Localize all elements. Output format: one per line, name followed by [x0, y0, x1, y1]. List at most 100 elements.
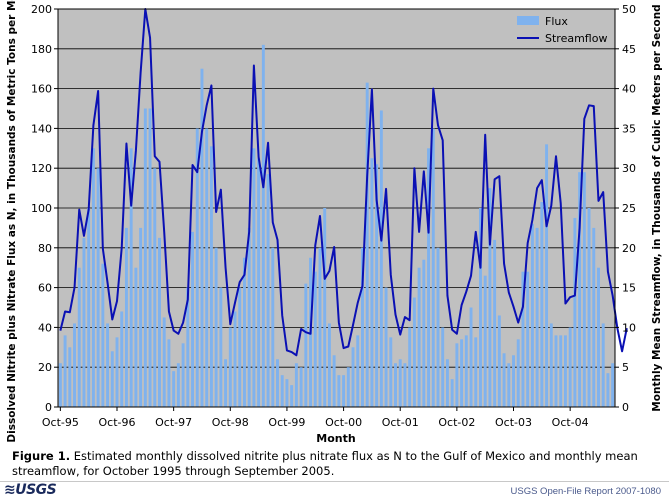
- y-tick-label-right: 15: [622, 282, 636, 295]
- y-tick-label-left: 60: [38, 282, 52, 295]
- flux-bar: [285, 379, 289, 407]
- flux-bar: [290, 385, 294, 407]
- flux-bar: [73, 323, 76, 407]
- y-tick-label-right: 30: [622, 162, 636, 175]
- flux-bar: [219, 287, 223, 407]
- flux-bar: [299, 367, 303, 407]
- flux-bar: [530, 223, 534, 407]
- flux-bar: [209, 146, 213, 407]
- flux-bar: [342, 375, 346, 407]
- flux-bar: [115, 337, 119, 407]
- plot-border: [57, 8, 616, 408]
- x-tick-label: Oct-96: [99, 416, 136, 429]
- flux-bar: [238, 287, 242, 407]
- y-tick-label-left: 80: [38, 242, 52, 255]
- flux-bar: [549, 323, 553, 407]
- flux-bar: [356, 335, 360, 407]
- flux-bar: [172, 371, 176, 407]
- flux-bar: [578, 172, 582, 407]
- caption-label: Figure 1.: [12, 449, 71, 463]
- flux-bar: [563, 335, 567, 407]
- flux-bar: [445, 359, 449, 407]
- flux-bar: [412, 297, 416, 407]
- flux-bar: [384, 287, 388, 407]
- y-tick-label-left: 0: [45, 401, 52, 414]
- flux-bar: [91, 148, 95, 408]
- flux-bar: [124, 227, 128, 407]
- flux-bar: [106, 323, 110, 407]
- flux-bar: [431, 128, 435, 407]
- flux-bars: [58, 44, 615, 408]
- flux-bar: [516, 339, 520, 407]
- y-tick-label-right: 25: [622, 202, 636, 215]
- flux-bar: [58, 363, 62, 407]
- flux-bar: [294, 363, 298, 407]
- y-ticks-right: 0 5 10 15 20 25 30 35 40 45 50: [615, 3, 636, 414]
- y-tick-label-right: 20: [622, 242, 636, 255]
- flux-bar: [153, 168, 157, 407]
- flux-bar: [139, 227, 143, 407]
- flux-bar: [502, 353, 506, 407]
- flux-bar: [545, 144, 549, 407]
- y-tick-label-right: 35: [622, 122, 636, 135]
- flux-bar: [77, 267, 81, 407]
- x-tick-label: Oct-95: [42, 416, 79, 429]
- flux-bar: [261, 44, 265, 407]
- flux-bar: [280, 375, 284, 407]
- usgs-logo: ≋USGS: [4, 482, 57, 498]
- legend-streamflow-label: Streamflow: [545, 32, 607, 45]
- x-tick-label: Oct-01: [382, 416, 419, 429]
- flux-bar: [176, 363, 180, 407]
- x-tick-label: Oct-02: [438, 416, 475, 429]
- y-tick-label-left: 180: [31, 43, 52, 56]
- flux-bar: [82, 237, 86, 407]
- flux-bar: [304, 283, 308, 407]
- y-ticks-left: 0 20 40 60 80 100 120 140 160 180 200: [31, 3, 58, 414]
- legend-flux-label: Flux: [545, 15, 568, 28]
- flux-bar: [181, 343, 185, 407]
- legend-flux-swatch: [517, 16, 539, 25]
- flux-bar: [257, 158, 261, 407]
- flux-bar: [483, 275, 487, 407]
- y-tick-label-right: 10: [622, 321, 636, 334]
- y-tick-label-left: 120: [31, 162, 52, 175]
- flux-bar: [337, 375, 341, 407]
- flux-bar: [252, 148, 256, 408]
- flux-bar: [597, 267, 600, 407]
- flux-bar: [379, 110, 383, 408]
- y-tick-label-right: 40: [622, 83, 636, 96]
- y-axis-label-right: Monthly Mean Streamflow, in Thousands of…: [651, 4, 663, 411]
- flux-bar: [469, 307, 473, 407]
- y-tick-label-left: 200: [31, 3, 52, 16]
- flux-bar: [228, 327, 232, 407]
- flux-bar: [271, 247, 275, 407]
- y-tick-label-left: 140: [31, 122, 52, 135]
- flux-bar: [592, 227, 596, 407]
- flux-bar: [158, 237, 161, 407]
- flux-bar: [214, 247, 218, 407]
- flux-bar: [464, 335, 468, 407]
- flux-bar: [101, 263, 105, 407]
- flux-bar: [233, 311, 237, 407]
- flux-bar: [526, 271, 530, 407]
- flux-bar: [351, 347, 355, 407]
- flux-bar: [521, 271, 525, 407]
- flux-bar: [327, 323, 331, 407]
- flux-bar: [403, 363, 407, 407]
- x-tick-label: Oct-98: [212, 416, 249, 429]
- flux-bar: [313, 271, 317, 407]
- flux-bar: [110, 351, 114, 407]
- figure-caption: Figure 1. Estimated monthly dissolved ni…: [12, 449, 662, 479]
- y-tick-label-left: 20: [38, 361, 52, 374]
- flux-bar: [323, 208, 327, 407]
- flux-bar: [474, 337, 478, 407]
- flux-bar: [375, 164, 379, 407]
- flux-bar: [167, 339, 171, 407]
- flux-bar: [120, 311, 124, 407]
- flux-bar: [242, 257, 246, 407]
- flux-bar: [162, 317, 166, 407]
- flux-bar: [266, 174, 270, 407]
- flux-bar: [554, 335, 558, 407]
- flux-bar: [148, 108, 152, 407]
- flux-bar: [606, 373, 610, 407]
